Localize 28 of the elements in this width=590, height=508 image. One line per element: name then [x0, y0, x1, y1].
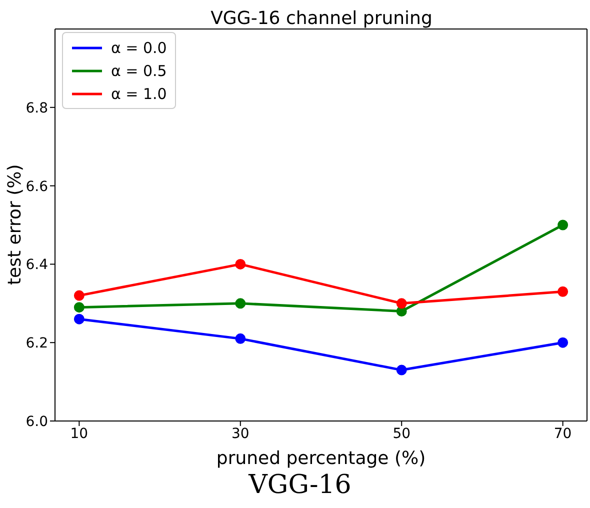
- y-tick-label: 6.6: [26, 178, 48, 195]
- point: [235, 333, 246, 344]
- point: [558, 286, 568, 297]
- point: [235, 298, 246, 309]
- x-tick-label: 30: [231, 426, 250, 442]
- point: [396, 298, 407, 309]
- text: VGG-16: [247, 470, 352, 500]
- y-tick-label: 6.8: [26, 100, 48, 116]
- point: [396, 306, 407, 316]
- x-axis-title: pruned percentage (%): [216, 448, 426, 469]
- point: [558, 337, 568, 348]
- chart-title: VGG-16 channel pruning: [210, 8, 434, 29]
- y-axis-title: test error (%): [4, 164, 26, 285]
- point: [74, 314, 84, 324]
- x-tick-label: 10: [70, 426, 88, 442]
- x-tick-label: 50: [392, 426, 411, 442]
- legend-label: α = 0.0: [111, 38, 167, 56]
- legend-label: α = 0.5: [111, 62, 167, 80]
- point: [74, 302, 84, 313]
- y-tick-label: 6.2: [26, 336, 48, 352]
- point: [558, 220, 568, 230]
- x-tick-label: 70: [554, 426, 572, 442]
- point: [396, 364, 407, 376]
- y-tick-label: 6.0: [26, 414, 48, 430]
- legend-label: α = 1.0: [111, 84, 167, 102]
- y-tick-label: 6.4: [26, 257, 48, 274]
- point: [74, 290, 84, 301]
- point: [235, 258, 246, 270]
